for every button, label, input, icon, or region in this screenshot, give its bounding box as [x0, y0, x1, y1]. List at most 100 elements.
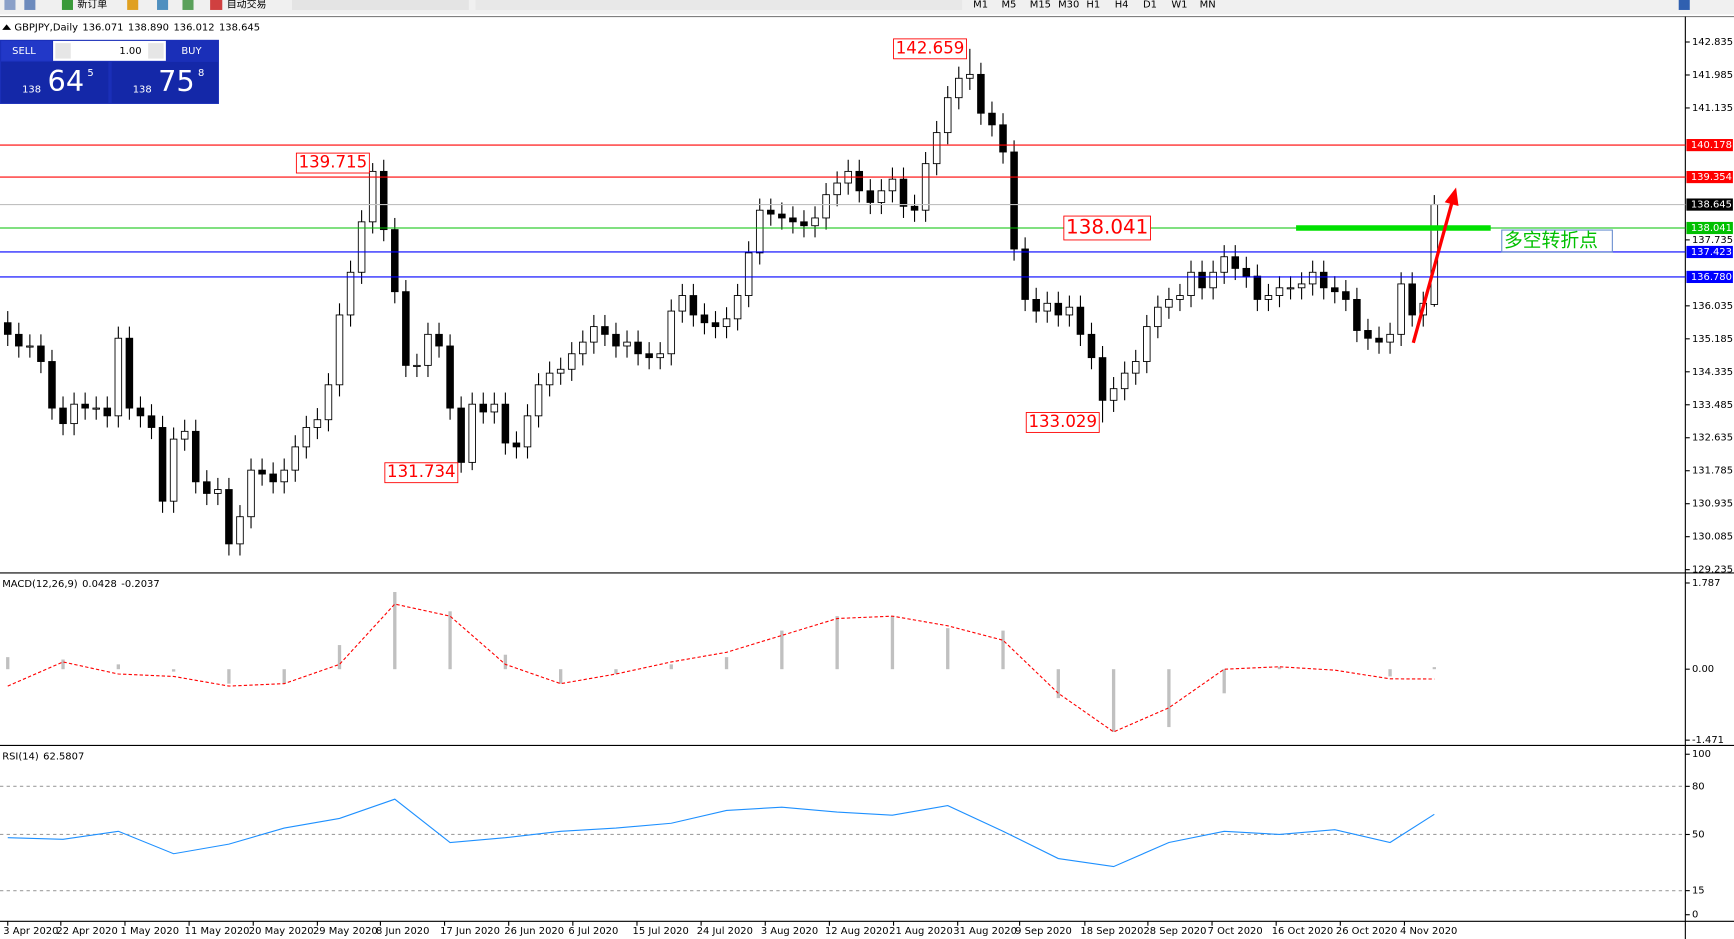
candle-body	[379, 170, 388, 231]
timeframe-button[interactable]: MN	[1200, 0, 1216, 10]
macd-bar	[890, 616, 895, 670]
candle-body	[214, 489, 222, 494]
lot-up[interactable]	[148, 43, 164, 59]
y-tick-label: 130.935	[1692, 499, 1733, 510]
candle-body	[1342, 291, 1350, 300]
timeframe-bar: M1 M5 M15 M30 H1 H4 D1 W1 MN	[973, 0, 1215, 10]
candle-body	[722, 318, 731, 328]
price-label: 138.645	[1691, 200, 1732, 211]
sell-label[interactable]: SELL	[12, 46, 36, 57]
price-label-box	[1686, 221, 1733, 235]
auto-trading-icon[interactable]	[210, 0, 223, 10]
lot-down[interactable]	[55, 43, 71, 59]
ask-big: 75	[158, 64, 195, 98]
drawing-tools[interactable]	[475, 0, 963, 10]
candle-body	[899, 178, 908, 207]
arrow-head	[1444, 187, 1459, 207]
y-tick-label: 131.785	[1692, 466, 1733, 477]
toolbar-icon[interactable]	[157, 0, 169, 10]
candle-body	[26, 345, 34, 348]
candle-body	[180, 430, 189, 440]
x-tick-label: 16 Oct 2020	[1272, 926, 1333, 937]
timeframe-button[interactable]: W1	[1171, 0, 1187, 10]
candle-body	[391, 229, 399, 293]
macd-bar	[1001, 630, 1005, 670]
price-label-box	[1686, 170, 1733, 184]
price-label: 136.780	[1691, 272, 1732, 283]
x-tick-label: 26 Jun 2020	[504, 926, 564, 937]
candle-body	[1231, 256, 1240, 269]
timeframe-button[interactable]: M5	[1001, 0, 1016, 10]
candle-body	[1242, 267, 1251, 277]
macd-bar	[503, 654, 508, 670]
macd-bar	[393, 592, 397, 670]
candle-body	[1375, 337, 1383, 343]
candle-body	[1176, 295, 1184, 300]
candle-body	[413, 364, 421, 367]
timeframe-button[interactable]: H4	[1115, 0, 1129, 10]
toolbar-icon[interactable]	[127, 0, 139, 10]
search-icon[interactable]	[1678, 0, 1690, 10]
timeframe-button[interactable]: M30	[1058, 0, 1079, 10]
y-tick-label: 141.135	[1692, 103, 1733, 114]
candle-body	[1120, 372, 1129, 390]
candle-body	[357, 221, 366, 273]
toolbar-icon[interactable]	[182, 0, 194, 10]
lot-input[interactable]	[53, 40, 166, 61]
new-order-button[interactable]: 新订单	[77, 0, 107, 10]
candle-body	[368, 170, 377, 223]
macd-bar	[227, 669, 231, 684]
buy-price-button[interactable]	[111, 61, 218, 103]
candle-body	[999, 124, 1007, 153]
candle-body	[92, 407, 100, 410]
candle-body	[402, 291, 410, 366]
candle-body	[744, 252, 753, 296]
candle-body	[1198, 271, 1206, 289]
new-order-icon[interactable]	[61, 0, 73, 10]
candle-body	[1253, 275, 1262, 300]
sell-button[interactable]	[1, 40, 52, 61]
y-tick-label: 134.335	[1692, 367, 1733, 378]
timeframe-button[interactable]: H1	[1086, 0, 1100, 10]
candle-body	[1165, 298, 1173, 308]
buy-label[interactable]: BUY	[181, 46, 202, 57]
timeframe-button[interactable]: M15	[1030, 0, 1051, 10]
header-arrow[interactable]	[2, 24, 12, 30]
toolbar-icon[interactable]	[4, 0, 16, 10]
candle-body	[556, 368, 565, 374]
candle-body	[932, 132, 941, 165]
timeframe-button[interactable]: D1	[1143, 0, 1157, 10]
candle-body	[822, 194, 830, 219]
candle-body	[15, 333, 23, 347]
macd-bar	[1222, 669, 1226, 694]
toolbar-icon[interactable]	[24, 0, 36, 10]
chart-symbol: GBPJPY,Daily 136.071 138.890 136.012 138.645	[14, 23, 260, 34]
price-annotation: 138.041	[1066, 216, 1148, 239]
x-tick-label: 31 Aug 2020	[953, 926, 1017, 937]
one-click-trading: SELL 1.00 BUY 138 64 5 138 75 8	[0, 39, 219, 104]
candle-body	[910, 205, 919, 211]
x-tick-label: 7 Oct 2020	[1208, 926, 1263, 937]
candle-body	[534, 384, 543, 417]
candle-body	[203, 481, 211, 494]
candle-body	[1087, 333, 1096, 359]
candle-body	[678, 295, 687, 312]
candle-body	[888, 178, 897, 192]
candle-body	[335, 314, 344, 386]
timeframe-button[interactable]: M1	[973, 0, 988, 10]
y-tick-label: 100	[1692, 749, 1711, 760]
candle-body	[501, 403, 510, 444]
candle-body	[48, 361, 56, 409]
candle-body	[479, 403, 488, 413]
y-tick-label: 142.835	[1692, 37, 1733, 48]
chart-tools[interactable]	[291, 0, 469, 10]
lot-value[interactable]: 1.00	[119, 46, 141, 57]
candle-body	[302, 427, 311, 448]
candle-body	[1275, 287, 1284, 296]
sell-price-button[interactable]	[1, 61, 109, 103]
candle-body	[247, 469, 255, 518]
x-tick-label: 21 Aug 2020	[889, 926, 953, 937]
candle-body	[545, 372, 554, 386]
candle-body	[1397, 283, 1405, 335]
auto-trading-button[interactable]: 自动交易	[227, 0, 267, 10]
